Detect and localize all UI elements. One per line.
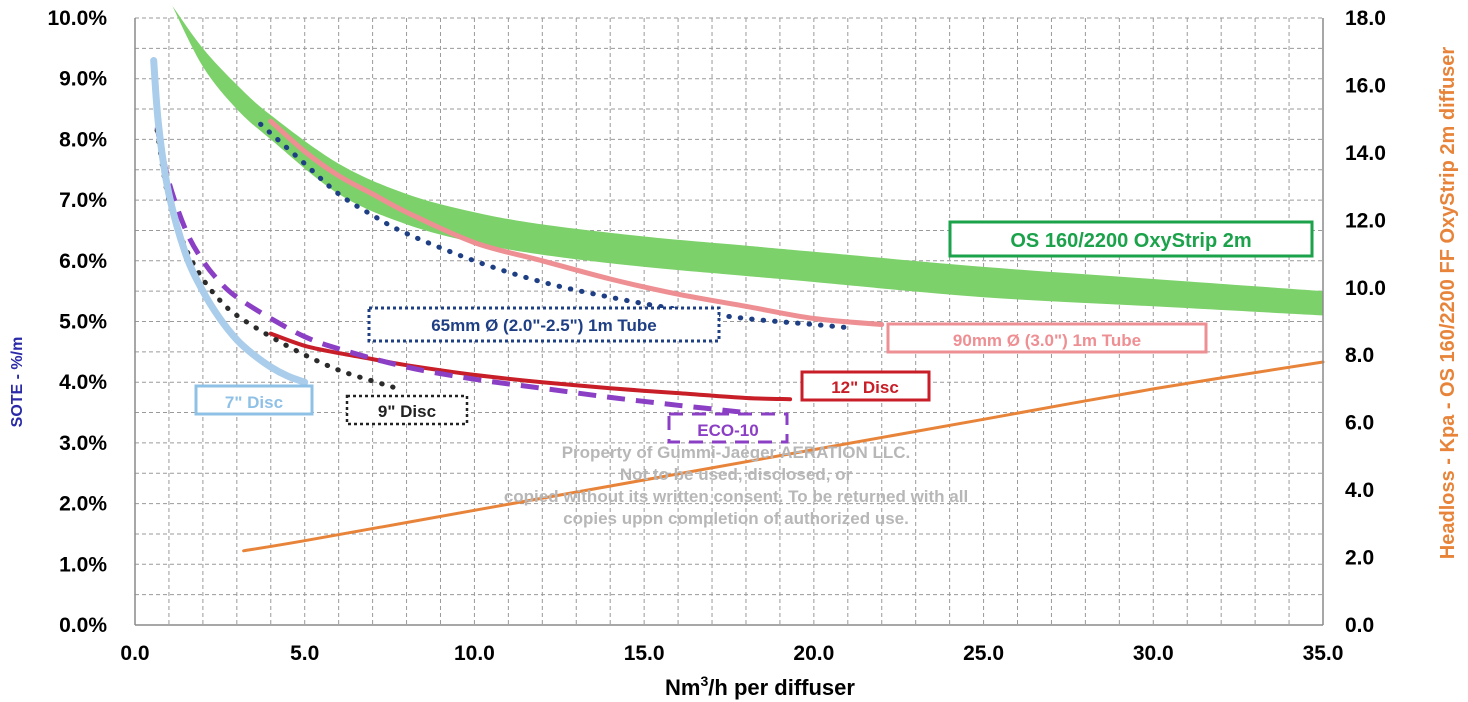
y-left-tick-label: 7.0%	[59, 189, 107, 212]
watermark-line-3: copied without its written consent. To b…	[504, 487, 968, 506]
series-12-disc	[268, 331, 793, 402]
x-tick-label: 0.0	[120, 642, 149, 665]
y-left-tick-label: 8.0%	[59, 128, 107, 151]
y-right-tick-label: 8.0	[1345, 344, 1374, 367]
x-tick-label: 10.0	[454, 642, 495, 665]
y-left-tick-label: 6.0%	[59, 250, 107, 273]
label-eco10: ECO-10	[667, 412, 789, 444]
x-tick-label: 30.0	[1133, 642, 1174, 665]
label-disc12: 12" Disc	[800, 370, 931, 402]
watermark: Property of Gummi-Jaeger AERATION LLC. N…	[504, 443, 968, 528]
svg-text:65mm Ø (2.0"-2.5") 1m Tube: 65mm Ø (2.0"-2.5") 1m Tube	[431, 316, 657, 335]
series-90mm-3-0-1m-tube	[268, 118, 885, 327]
grid	[135, 17, 1323, 625]
y-right-tick-label: 16.0	[1345, 74, 1386, 97]
y-right-tick-label: 6.0	[1345, 412, 1374, 435]
y-right-tick-label: 10.0	[1345, 277, 1386, 300]
y-left-tick-label: 1.0%	[59, 553, 107, 576]
x-axis-title: Nm3/h per diffuser	[665, 673, 855, 700]
watermark-line-1: Property of Gummi-Jaeger AERATION LLC.	[562, 443, 911, 462]
y-left-tick-label: 0.0%	[59, 614, 107, 637]
y-right-tick-label: 12.0	[1345, 209, 1386, 232]
y-right-tick-label: 14.0	[1345, 142, 1386, 165]
series-7-disc	[150, 57, 309, 386]
series-eco-10	[154, 126, 747, 416]
watermark-line-4: copies upon completion of authorized use…	[563, 509, 909, 528]
svg-text:9" Disc: 9" Disc	[378, 402, 436, 421]
y-left-tick-label: 3.0%	[59, 432, 107, 455]
svg-text:ECO-10: ECO-10	[697, 421, 758, 440]
label-tube90: 90mm Ø (3.0") 1m Tube	[886, 322, 1208, 354]
series-headloss-kpa-os-160-2200-ff-oxystrip-2m-diffuser	[242, 360, 1325, 553]
watermark-line-2: Not to be used, disclosed, or	[620, 465, 853, 484]
x-tick-label: 15.0	[624, 642, 665, 665]
label-disc9: 9" Disc	[345, 394, 469, 426]
y-left-tick-label: 9.0%	[59, 68, 107, 91]
x-tick-label: 25.0	[963, 642, 1004, 665]
y-axis-right-title: Headloss - Kpa - OS 160/2200 FF OxyStrip…	[1437, 47, 1459, 560]
axes	[134, 18, 1324, 626]
x-tick-label: 20.0	[793, 642, 834, 665]
y-right-tick-label: 4.0	[1345, 479, 1374, 502]
y-left-tick-label: 4.0%	[59, 371, 107, 394]
label-disc7: 7" Disc	[194, 384, 314, 416]
x-tick-label: 35.0	[1303, 642, 1344, 665]
svg-text:OS 160/2200 OxyStrip 2m: OS 160/2200 OxyStrip 2m	[1010, 230, 1251, 252]
svg-text:7" Disc: 7" Disc	[225, 393, 283, 412]
y-axis-left-title: SOTE - %/m	[9, 337, 26, 428]
y-left-tick-label: 5.0%	[59, 311, 107, 334]
y-right-tick-label: 2.0	[1345, 547, 1374, 570]
label-tube65: 65mm Ø (2.0"-2.5") 1m Tube	[367, 306, 721, 343]
tick-labels: 0.0 5.0 10.0 15.0 20.0 25.0 30.0 35.0 0.0% 1.0% 2.…	[47, 7, 1385, 665]
series-65mm-2-0-2-5-1m-tube	[258, 121, 851, 331]
svg-text:90mm Ø (3.0") 1m Tube: 90mm Ø (3.0") 1m Tube	[953, 331, 1141, 350]
series-layer	[150, 5, 1325, 553]
x-tick-label: 5.0	[290, 642, 319, 665]
label-oxystrip: OS 160/2200 OxyStrip 2m	[948, 220, 1314, 258]
y-left-tick-label: 2.0%	[59, 493, 107, 516]
svg-text:12" Disc: 12" Disc	[831, 378, 899, 397]
y-right-tick-label: 0.0	[1345, 614, 1374, 637]
series-os-160-2200-oxystrip-2m	[172, 5, 1323, 316]
series-9-disc	[154, 127, 396, 390]
y-left-tick-label: 10.0%	[47, 7, 107, 30]
y-right-tick-label: 18.0	[1345, 7, 1386, 30]
